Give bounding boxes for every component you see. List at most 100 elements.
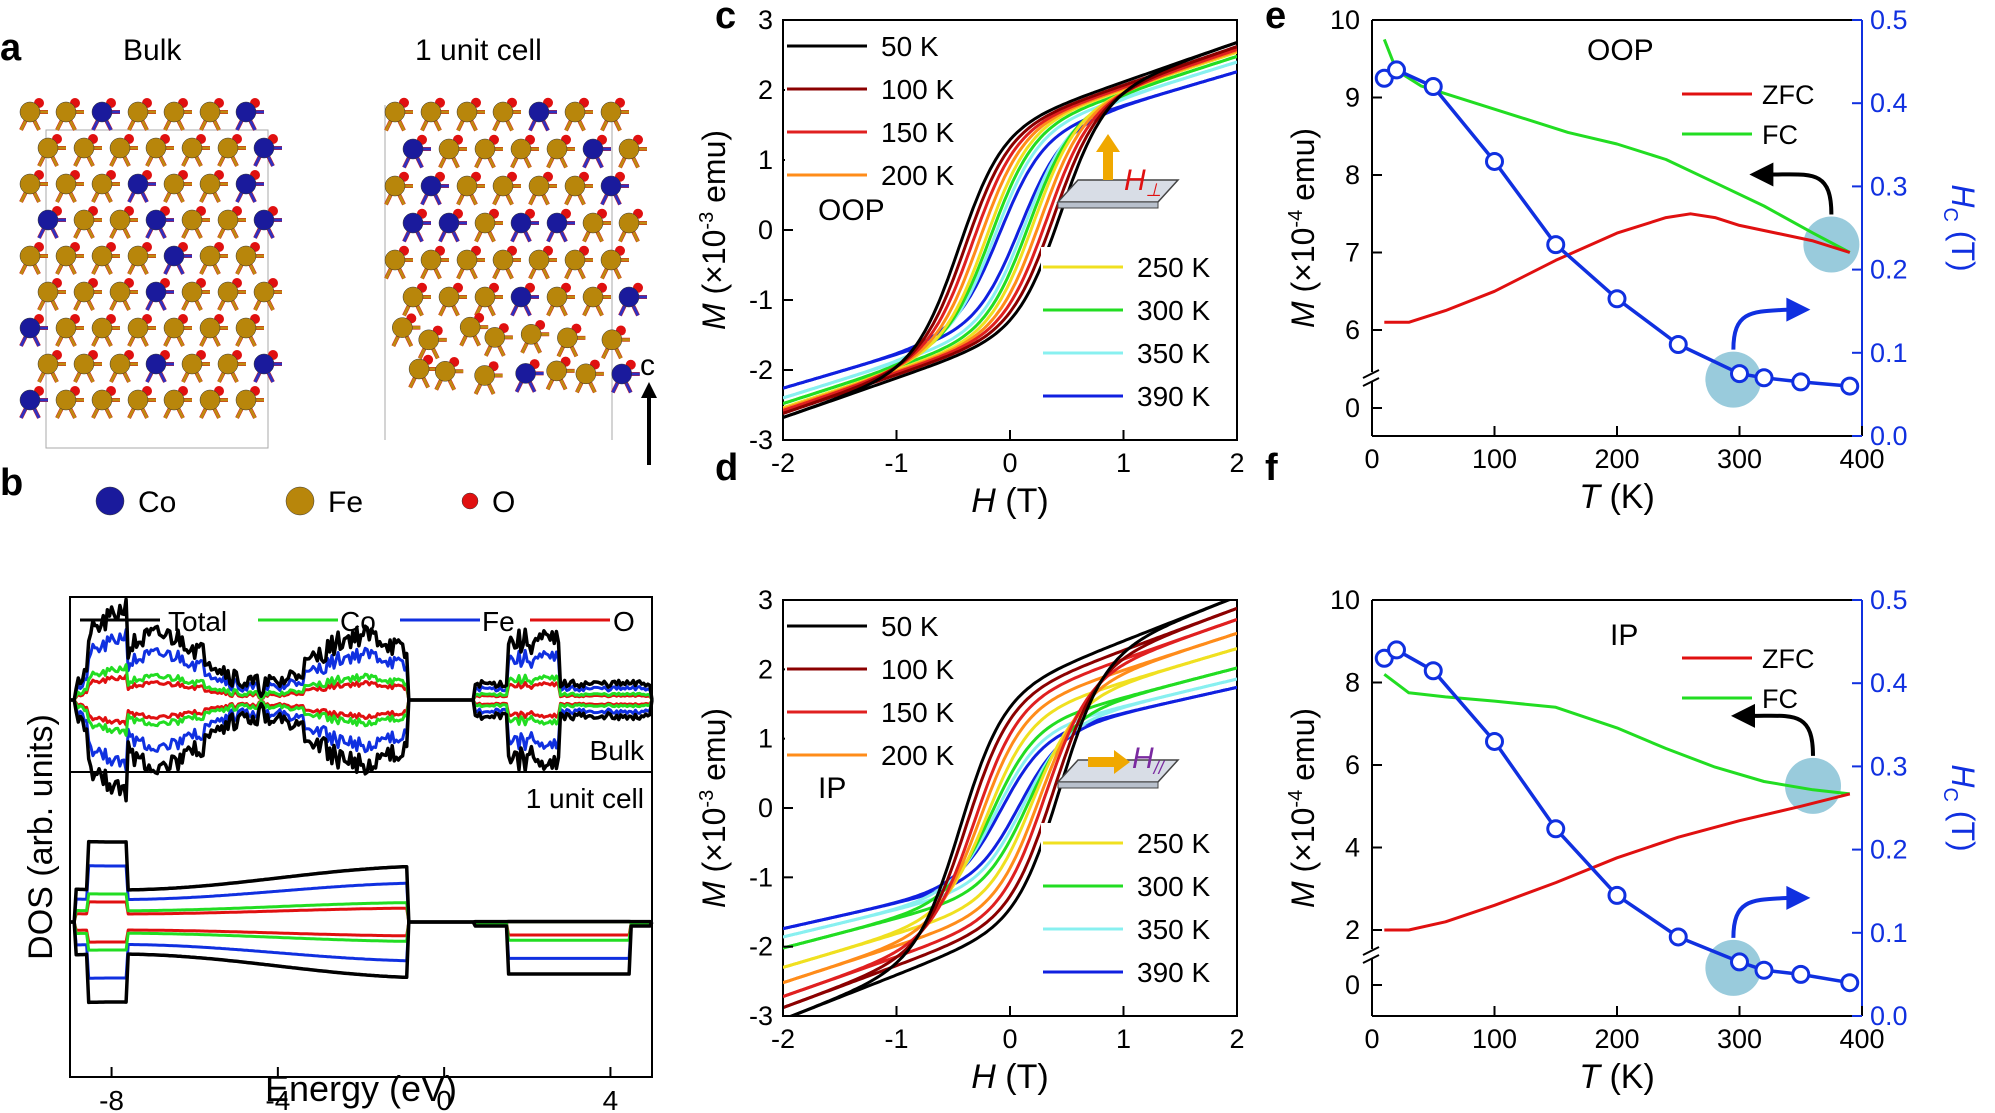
- loop-250K-descending: [783, 647, 1237, 969]
- y-tick-label-d: 2: [758, 654, 773, 684]
- loop-100K-descending: [783, 606, 1237, 1010]
- iron-atom: [217, 281, 239, 303]
- legend-label-fe: Fe: [482, 606, 515, 637]
- mode-annotation-e: OOP: [1587, 34, 1654, 67]
- iron-atom: [181, 137, 203, 159]
- iron-atom: [253, 281, 275, 303]
- legend-label-50K: 50 K: [881, 31, 939, 62]
- iron-atom: [408, 358, 430, 380]
- y-tick-label-f: 2: [1345, 915, 1360, 945]
- iron-atom: [163, 389, 185, 411]
- hc-point: [1546, 819, 1566, 839]
- chart-e: 0 100 200 300 400 0 6 7 8 9 10 0.0 0.1 0.2 0.3 0.4 0.5 OO…: [1285, 5, 1981, 516]
- iron-atom: [73, 209, 95, 231]
- hc-point: [1730, 952, 1749, 972]
- iron-atom: [109, 281, 131, 303]
- x-tick-label-b: 4: [603, 1085, 619, 1113]
- legend-label-350K: 350 K: [1137, 914, 1210, 945]
- iron-atom: [91, 173, 113, 195]
- dos-o-dn: [70, 920, 653, 944]
- iron-atom: [91, 317, 113, 339]
- dos-total-up: [70, 839, 653, 924]
- field-label: H//: [1132, 742, 1166, 778]
- x-tick-label-d: -1: [884, 1024, 908, 1054]
- y2-tick-label-f: 0.0: [1870, 1001, 1908, 1031]
- cobalt-atom: [510, 212, 532, 234]
- iron-atom: [199, 245, 221, 267]
- hc-point: [1668, 927, 1688, 947]
- structure-bulk: [19, 98, 282, 419]
- y2-tick-label-e: 0.1: [1870, 338, 1908, 368]
- iron-atom: [459, 316, 481, 338]
- iron-atom: [199, 173, 221, 195]
- iron-atom: [55, 101, 77, 123]
- y-axis-label-b: DOS (arb. units): [22, 714, 60, 960]
- iron-atom: [19, 101, 41, 123]
- iron-atom: [217, 209, 239, 231]
- x-tick-label-b: -4: [265, 1085, 290, 1113]
- cobalt-atom: [19, 317, 41, 339]
- dos-fe-dn: [70, 698, 654, 772]
- legend-label-o: O: [492, 486, 515, 519]
- iron-atom: [438, 138, 460, 160]
- cobalt-atom: [402, 138, 424, 160]
- iron-atom: [384, 175, 406, 197]
- dos-co-dn: [70, 920, 653, 952]
- plot-frame-b: [69, 596, 653, 1078]
- cobalt-atom: [145, 281, 167, 303]
- loop-300K-descending: [783, 666, 1237, 950]
- legend-label-co: Co: [138, 486, 176, 519]
- hc-point: [1840, 376, 1860, 396]
- arrow-to-right-axis: [1731, 895, 1789, 938]
- iron-atom: [492, 101, 514, 123]
- cobalt-atom: [253, 353, 275, 375]
- loop-50K-ascending: [787, 600, 1233, 1016]
- cobalt-atom: [235, 173, 257, 195]
- x-tick-label-b: 0: [436, 1085, 452, 1113]
- cobalt-atom: [127, 173, 149, 195]
- iron-atom: [557, 327, 578, 349]
- legend-label-200K: 200 K: [881, 740, 954, 771]
- y-tick-label-e: 8: [1345, 160, 1360, 190]
- curve-fc: [1382, 38, 1851, 254]
- iron-atom: [91, 389, 113, 411]
- hc-point: [1668, 334, 1688, 354]
- hc-point: [1607, 289, 1627, 309]
- y-tick-label-c: -2: [749, 355, 773, 385]
- iron-atom: [564, 101, 586, 123]
- arrow-to-right-axis: [1731, 307, 1789, 350]
- iron-atom: [55, 317, 77, 339]
- y2-tick-label-e: 0.3: [1870, 171, 1908, 201]
- x-axis-label-d: H (T): [971, 1058, 1048, 1096]
- y-tick-label-d: 0: [758, 793, 773, 823]
- iron-atom: [510, 138, 532, 160]
- iron-atom: [37, 281, 59, 303]
- y-tick-label-e: 0: [1345, 393, 1360, 423]
- y2-tick-label-f: 0.2: [1870, 835, 1908, 865]
- loop-390K-descending: [783, 70, 1237, 390]
- iron-atom: [474, 212, 496, 234]
- iron-atom: [217, 353, 239, 375]
- curve-hc: [1383, 68, 1850, 388]
- cobalt-atom: [37, 209, 59, 231]
- y2-tick-label-e: 0.0: [1870, 421, 1908, 451]
- legend-label-250K: 250 K: [1137, 252, 1210, 283]
- legend-label-300K: 300 K: [1137, 871, 1210, 902]
- iron-atom: [163, 101, 185, 123]
- legend-label-fe: Fe: [328, 486, 363, 519]
- y-axis-label-f: M (×10-4 emu): [1285, 708, 1321, 908]
- iron-atom: [37, 137, 59, 159]
- dos-co-up: [70, 663, 654, 702]
- field-label: H⊥: [1124, 164, 1161, 200]
- iron-atom: [618, 212, 640, 234]
- iron-atom: [546, 360, 567, 382]
- x-tick-label-d: 0: [1002, 1024, 1017, 1054]
- legend-label-350K: 350 K: [1137, 338, 1210, 369]
- legend-label-100K: 100 K: [881, 74, 954, 105]
- mode-annotation-c: OOP: [818, 194, 885, 227]
- iron-atom: [474, 365, 495, 386]
- cobalt-atom: [546, 212, 568, 234]
- axis-break: [1362, 369, 1380, 379]
- iron-atom: [456, 249, 478, 271]
